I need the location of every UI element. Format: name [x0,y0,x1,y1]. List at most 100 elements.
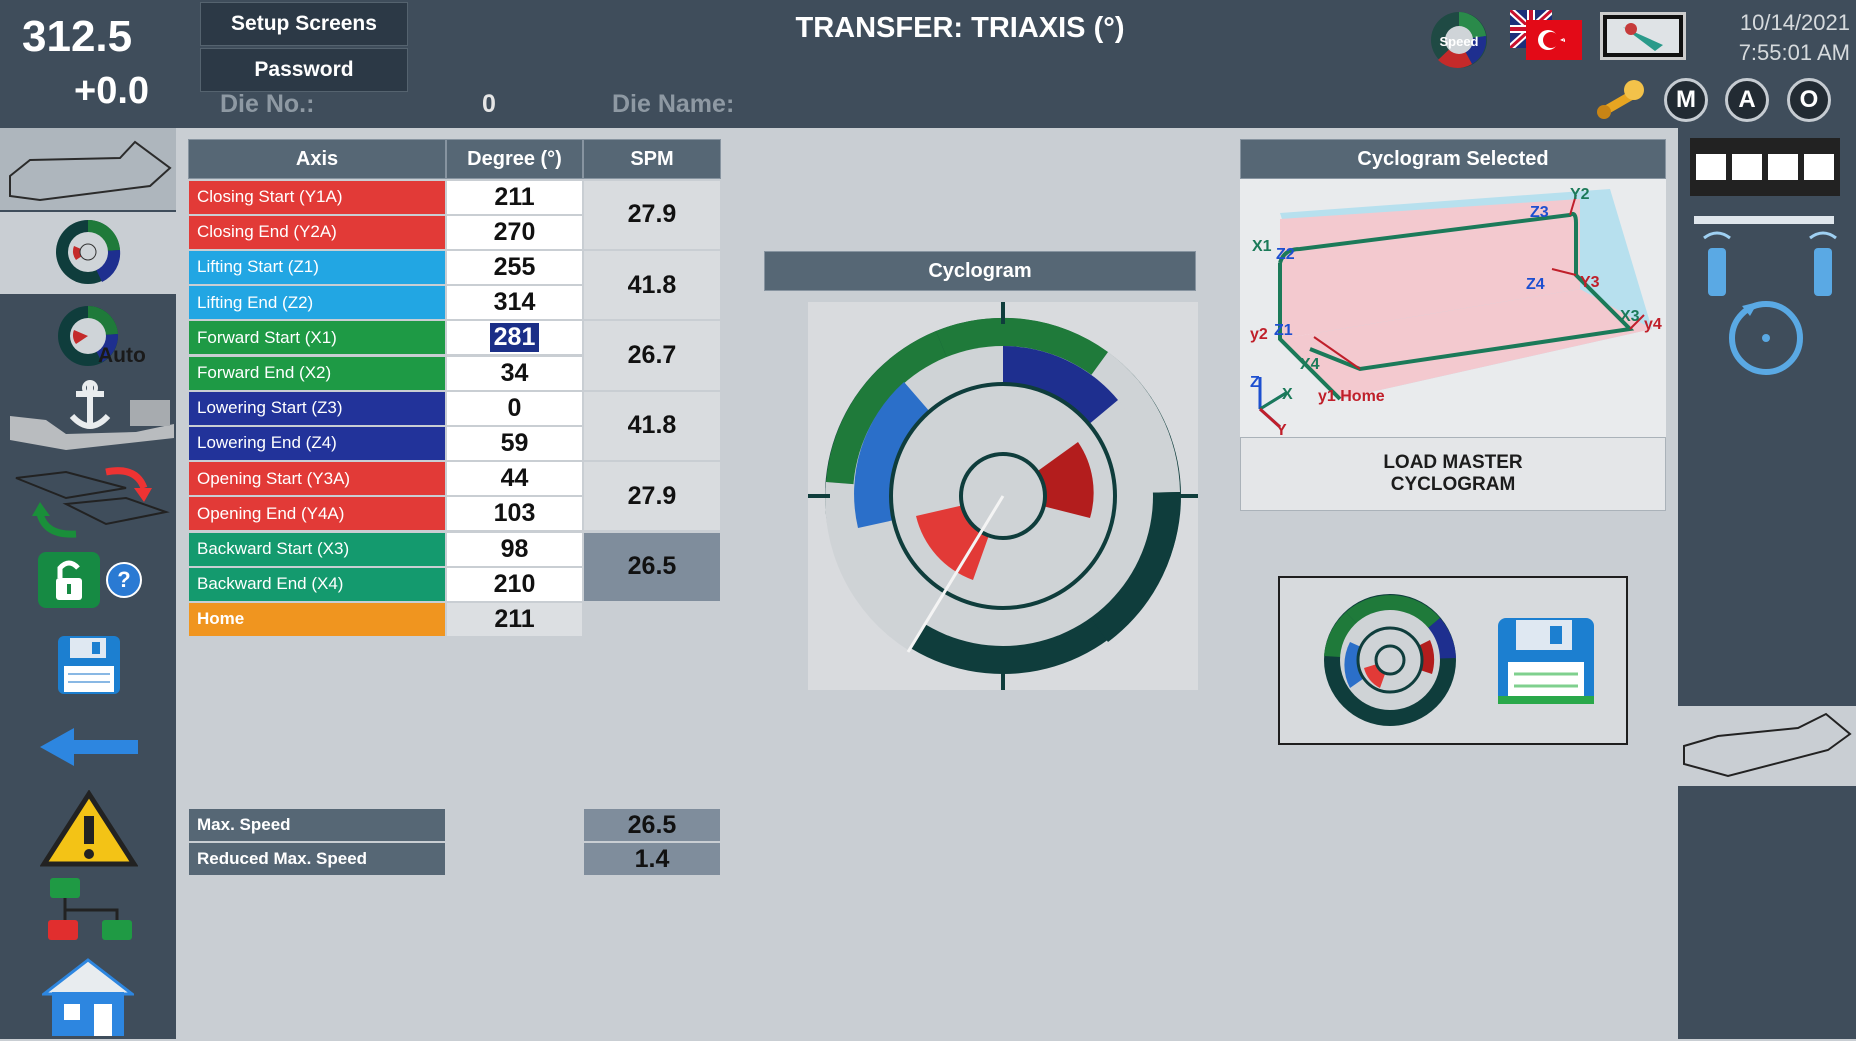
time-text: 7:55:01 AM [1738,40,1850,65]
help-icon[interactable]: ? [106,562,142,598]
axis-row-label: Lifting Start (Z1) [188,249,446,286]
password-button[interactable]: Password [200,48,408,92]
axis-row-label: Forward End (X2) [188,355,446,391]
path-label-z2: Z2 [1276,246,1295,263]
home-icon[interactable] [39,958,137,1036]
cyclogram-selected-title: Cyclogram Selected [1240,139,1666,179]
cyclogram-mini-icon [1324,594,1456,726]
turkey-flag-icon[interactable] [1526,20,1582,60]
degree-input[interactable]: 211 [446,601,583,638]
die-no-value: 0 [482,90,496,118]
max-speed-value[interactable]: 26.5 [583,808,721,842]
degree-input[interactable]: 103 [446,496,583,532]
network-tree-icon[interactable] [46,876,136,942]
speed-gauge-icon[interactable]: Speed [1420,6,1498,70]
axis-row-label: Forward Start (X1) [188,320,446,356]
spm-value[interactable]: 27.9 [583,179,721,250]
sidebar-item-transfer-view[interactable] [1678,706,1856,786]
axis-row-label: Closing Start (Y1A) [188,179,446,215]
offset-readout: +0.0 [74,70,150,112]
path-label-y2: y2 [1250,326,1268,343]
film-strip-icon[interactable] [1690,138,1840,196]
load-master-line1: LOAD MASTER [1383,452,1523,473]
degree-input[interactable]: 281 [446,320,583,356]
axis-row-label: Backward Start (X3) [188,531,446,567]
speed-readout: 312.5 [22,12,133,61]
screen-capture-icon[interactable] [1600,12,1686,60]
die-no-label: Die No.: [220,90,315,118]
floppy-disk-icon [1498,618,1594,704]
degree-input[interactable]: 255 [446,249,583,286]
sidebar-item-cyclogram[interactable] [0,212,176,294]
axis-row-label: Opening Start (Y3A) [188,461,446,497]
axis-row-label: Lifting End (Z2) [188,285,446,321]
anchor-transfer-icon[interactable] [6,380,176,456]
auto-mode-button[interactable]: A [1725,78,1769,122]
screen-title: TRANSFER: TRIAXIS (°) [795,12,1125,44]
reduced-max-speed-label: Reduced Max. Speed [188,842,446,876]
transfer-direction-icon[interactable] [6,458,176,538]
path-label-home: y1 Home [1318,388,1385,405]
cyclogram-title: Cyclogram [764,251,1196,291]
axis-row-label: Lowering Start (Z3) [188,390,446,426]
spm-value[interactable]: 41.8 [583,249,721,321]
axis-row-label: Home [188,601,446,638]
degree-input[interactable]: 270 [446,214,583,250]
gripper-fingers-icon[interactable] [1700,228,1840,300]
sidebar-item-transfer-outline[interactable] [0,128,176,210]
auto-label: Auto [98,344,146,367]
path-label-y3: Y3 [1580,274,1600,291]
axis-label-y: Y [1276,422,1287,437]
manual-mode-button[interactable]: M [1664,78,1708,122]
degree-input[interactable]: 59 [446,425,583,462]
spm-value[interactable]: 41.8 [583,390,721,462]
degree-input[interactable]: 34 [446,355,583,391]
setup-screens-button[interactable]: Setup Screens [200,2,408,46]
path-label-z1: Z1 [1274,322,1293,339]
sidebar-item-cyclogram-auto[interactable]: Auto [48,300,168,374]
rotation-dial-icon[interactable] [1722,296,1812,378]
degree-input[interactable]: 0 [446,390,583,426]
back-arrow-icon[interactable] [40,726,140,768]
path-label-z3: Z3 [1530,204,1549,221]
degree-input-selected-text: 281 [489,323,540,353]
spm-value[interactable]: 26.5 [583,531,721,602]
spm-value[interactable]: 26.7 [583,320,721,391]
unlock-icon[interactable] [38,552,100,608]
reduced-max-speed-value[interactable]: 1.4 [583,842,721,876]
axis-row-label: Closing End (Y2A) [188,214,446,250]
cyclogram-path-diagram: X1 Z2 Z3 Y2 Z4 Y3 X3 y4 y2 Z1 X4 y1 Home… [1240,179,1666,439]
load-master-cyclogram-button[interactable]: LOAD MASTER CYCLOGRAM [1240,437,1666,511]
save-icon[interactable] [56,634,122,696]
path-label-x1: X1 [1252,238,1272,255]
max-speed-label: Max. Speed [188,808,446,842]
axis-row-label: Backward End (X4) [188,566,446,602]
die-name-label: Die Name: [612,90,735,118]
warning-icon[interactable] [39,789,139,868]
date-text: 10/14/2021 [1739,10,1850,35]
axis-label-z: Z [1250,374,1260,391]
spm-value[interactable]: 27.9 [583,461,721,532]
path-label-y2-top: Y2 [1570,186,1590,203]
cyclogram-chart[interactable] [808,302,1198,690]
spm-column-header: SPM [583,139,721,179]
path-label-y4: y4 [1644,316,1662,333]
slider-track [1694,216,1834,224]
path-label-x3: X3 [1620,308,1640,325]
save-cyclogram-button[interactable] [1278,576,1628,745]
current-position-needle [906,495,1005,653]
axis-column-header: Axis [188,139,446,179]
axis-row-label: Lowering End (Z4) [188,425,446,462]
speed-icon-label: Speed [1439,34,1478,49]
maintenance-tools-icon[interactable] [1590,76,1650,124]
degree-input[interactable]: 98 [446,531,583,567]
degree-input[interactable]: 44 [446,461,583,497]
degree-input[interactable]: 314 [446,285,583,321]
degree-column-header: Degree (°) [446,139,583,179]
degree-input[interactable]: 211 [446,179,583,215]
load-master-line2: CYCLOGRAM [1390,474,1516,495]
degree-input[interactable]: 210 [446,566,583,602]
axis-label-x: X [1282,386,1293,403]
off-mode-button[interactable]: O [1787,78,1831,122]
path-label-x4: X4 [1300,356,1320,373]
